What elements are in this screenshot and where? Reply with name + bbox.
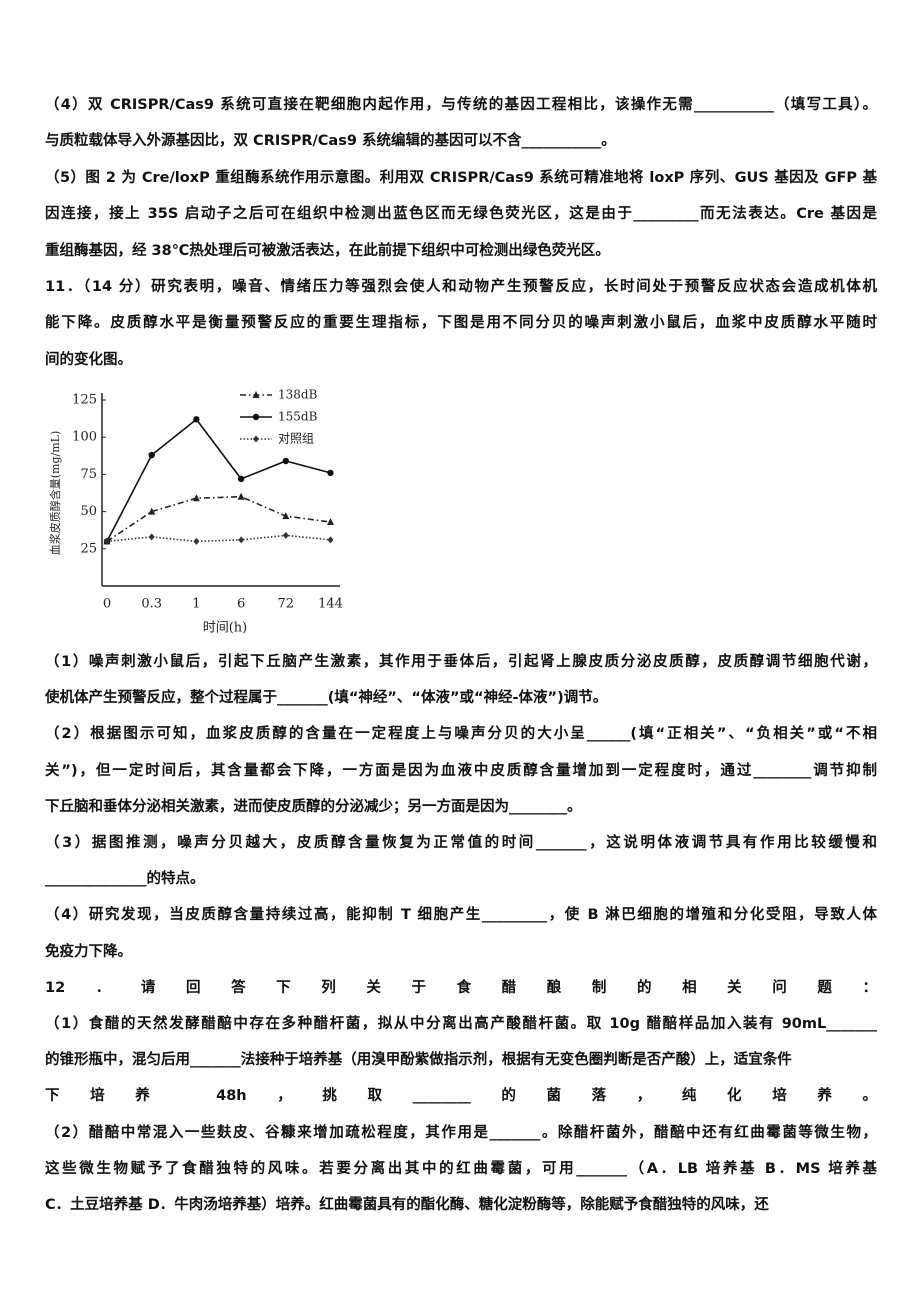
point (237, 492, 245, 500)
point (104, 537, 110, 545)
y-tick-label: 25 (80, 541, 97, 556)
x-tick-label: 0.3 (141, 597, 162, 612)
text-line: （2）醋醅中常混入一些麸皮、谷糠来增加疏松程度，其作用是_______。除醋杆菌… (45, 1124, 877, 1141)
chart: 25 50 75 100 125 0 0.3 1 6 72 144 时间(h) 血浆皮质醇含量(mg/m… (48, 388, 343, 636)
text-line: 11．（14 分）研究表明，噪音、情绪压力等强烈会使人和动物产生预警反应，长时间… (45, 279, 877, 295)
text-line: 重组酶基因，经 38℃热处理后可被激活表达，在此前提下组织中可检测出绿色荧光区。 (45, 242, 610, 259)
y-tick-label: 75 (80, 467, 97, 482)
text-line: 的锥形瓶中，混匀后用_______法接种于培养基（用溴甲酚紫做指示剂，根据有无变… (45, 1052, 792, 1069)
text-line: （4）双 CRISPR/Cas9 系统可直接在靶细胞内起作用，与传统的基因工程相… (45, 97, 877, 113)
series-line (106, 534, 331, 543)
legend-label: 155dB (278, 410, 318, 424)
point (282, 512, 290, 520)
x-tick-label: 1 (192, 597, 200, 612)
x-tick-label: 6 (237, 597, 245, 612)
x-axis-label: 时间(h) (203, 621, 248, 636)
y-axis-label: 血浆皮质醇含量(mg/mL) (48, 431, 62, 556)
text-line: （5）图 2 为 Cre/loxP 重组酶系统作用示意图。利用双 CRISPR/… (45, 169, 877, 186)
text-line: C．土豆培养基 D．牛肉汤培养基）培养。红曲霉菌具有的酯化酶、糖化淀粉酶等，除能… (45, 1197, 769, 1213)
text-line: （1）食醋的天然发酵醋醅中存在多种醋杆菌，拟从中分离出高产酸醋杆菌。取 10g … (45, 1016, 877, 1032)
y-tick-label: 125 (72, 393, 97, 408)
text-line: 这些微生物赋予了食醋独特的风味。若要分离出其中的红曲霉菌，可用_______（A… (45, 1160, 877, 1177)
text-line: 能下降。皮质醇水平是衡量预警反应的重要生理指标，下图是用不同分贝的噪声刺激小鼠后… (45, 315, 877, 332)
series-line (106, 418, 331, 542)
point (193, 537, 200, 545)
text-line: 使机体产生预警反应，整个过程属于_______(填“神经”、“体液”或“神经-体… (45, 690, 608, 707)
text-line: （4）研究发现，当皮质醇含量持续过高，能抑制 T 细胞产生_________，使… (45, 907, 877, 924)
text-line: 下丘脑和垂体分泌相关激素，进而使皮质醇的分泌减少；另一方面是因为________… (45, 798, 582, 815)
point (148, 507, 156, 515)
point (282, 457, 289, 465)
point (327, 536, 334, 544)
x-tick-label: 144 (318, 597, 343, 612)
text-line: ______________的特点。 (45, 871, 205, 888)
x-tick-label: 0 (103, 597, 111, 612)
point (192, 494, 200, 502)
point (253, 435, 259, 443)
x-tick-label: 72 (278, 597, 295, 612)
text-line: （3）据图推测，噪声分贝越大，皮质醇含量恢复为正常值的时间_______，这说明… (45, 835, 877, 851)
point (327, 469, 334, 477)
y-tick-label: 50 (80, 504, 97, 519)
text-line: （1）噪声刺激小鼠后，引起下丘脑产生激素，其作用于垂体后，引起肾上腺皮质分泌皮质… (45, 654, 877, 670)
point (327, 518, 334, 526)
text-line: （2）根据图示可知，血浆皮质醇的含量在一定程度上与噪声分贝的大小呈______(… (45, 726, 877, 743)
point (148, 451, 155, 459)
legend-label: 对照组 (278, 432, 314, 446)
point (193, 416, 200, 423)
point (237, 475, 245, 483)
series-line (106, 495, 331, 543)
point (282, 531, 289, 539)
text-line: 关”)，但一定时间后，其含量都会下降，一方面是因为血液中皮质醇含量增加到一定程度… (45, 762, 877, 779)
point (148, 533, 155, 541)
text-line: 与质粒载体导入外源基因比，双 CRISPR/Cas9 系统编辑的基因可以不含__… (45, 133, 616, 150)
text-line: 免疫力下降。 (45, 943, 132, 960)
point (238, 536, 245, 544)
text-line: 12．请回答下列关于食醋酿制的相关问题： (45, 979, 877, 996)
text-line: 下培养 48h，挑取________的菌落，纯化培养。 (45, 1088, 877, 1105)
point (252, 391, 260, 398)
y-tick-label: 100 (72, 430, 97, 445)
point (252, 413, 260, 421)
text-line: 间的变化图。 (45, 351, 132, 368)
text-line: 因连接，接上 35S 启动子之后可在组织中检测出蓝色区而无绿色荧光区，这是由于_… (45, 206, 877, 223)
legend-label: 138dB (278, 388, 318, 402)
